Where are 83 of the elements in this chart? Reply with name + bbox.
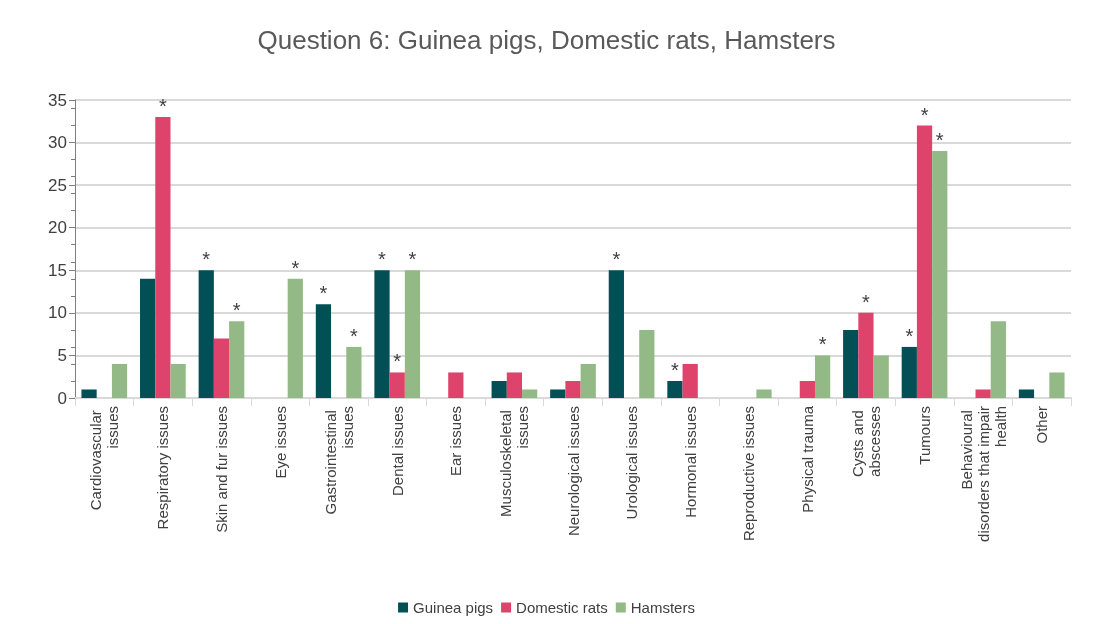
data-label: * <box>671 358 680 381</box>
data-label: * <box>232 299 241 322</box>
bar <box>1049 372 1065 398</box>
x-tick-label: Physical trauma <box>798 405 816 513</box>
bar <box>404 270 421 398</box>
bar <box>170 363 186 398</box>
x-tick-label: Urological issues <box>623 406 641 520</box>
data-label: * <box>158 95 167 118</box>
bar <box>198 270 214 398</box>
bar <box>858 312 874 398</box>
bar <box>111 363 128 398</box>
bar <box>213 338 230 398</box>
y-tick-label: 0 <box>57 388 67 408</box>
bar <box>81 389 97 398</box>
bar <box>565 380 581 398</box>
bar <box>756 389 772 398</box>
legend-label: Guinea pigs <box>413 599 494 616</box>
y-tick-label: 30 <box>48 133 67 153</box>
x-tick-label: Hormonal issues <box>681 406 699 518</box>
data-label: * <box>818 333 827 356</box>
x-tick-label: Musculoskeletal issues <box>497 406 532 517</box>
data-label: * <box>935 129 944 152</box>
legend-label: Hamsters <box>630 599 695 616</box>
legend-label: Domestic rats <box>516 599 608 616</box>
x-tick-label: Gastrointestinal issues <box>321 406 356 515</box>
bar <box>506 372 523 398</box>
y-tick-label: 10 <box>48 303 67 323</box>
bar <box>1018 389 1035 398</box>
data-label: * <box>349 324 358 347</box>
bar <box>229 321 245 398</box>
bar <box>608 270 624 398</box>
bar <box>873 355 889 398</box>
data-label: * <box>378 248 387 271</box>
x-tick-label: Dental issues <box>388 406 406 497</box>
bar <box>491 380 507 398</box>
bar <box>522 389 538 398</box>
y-tick-label: 15 <box>48 260 67 280</box>
bar <box>682 363 698 398</box>
bar <box>315 304 332 398</box>
data-label: * <box>393 350 402 373</box>
y-tick-label: 5 <box>57 345 67 365</box>
data-label: * <box>202 248 211 271</box>
data-label: * <box>319 282 328 305</box>
bar <box>389 372 405 398</box>
bar <box>287 278 303 398</box>
bar <box>916 125 933 398</box>
bar <box>799 380 815 398</box>
bar <box>814 355 831 398</box>
data-label: * <box>905 324 914 347</box>
x-tick-label: Ear issues <box>447 406 465 477</box>
bar <box>374 270 390 398</box>
data-label: * <box>862 290 871 313</box>
bar <box>580 363 596 398</box>
bar <box>667 380 683 398</box>
data-label: * <box>920 103 929 126</box>
x-tick-label: Behavioural disorders that impair health <box>957 406 1009 542</box>
bar <box>843 329 859 398</box>
bar <box>140 278 156 398</box>
data-label: * <box>291 256 300 279</box>
bar <box>901 346 917 398</box>
bar <box>346 346 362 398</box>
bar <box>932 151 948 398</box>
x-tick-label: Cysts and abscesses <box>848 406 883 477</box>
x-tick-label: Tumours <box>916 406 934 465</box>
x-tick-label: Cardiovascular issues <box>87 406 122 511</box>
x-tick-label: Neurological issues <box>564 406 582 537</box>
x-tick-label: Eye issues <box>271 406 289 479</box>
y-tick-label: 20 <box>48 218 67 238</box>
bar <box>639 329 655 398</box>
chart-title: Question 6: Guinea pigs, Domestic rats, Hamsters <box>257 25 836 55</box>
bar <box>550 389 566 398</box>
bar <box>448 372 464 398</box>
bar <box>155 117 171 398</box>
y-tick-label: 35 <box>48 90 67 110</box>
data-label: * <box>408 248 417 271</box>
x-tick-label: Skin and fur issues <box>212 406 230 533</box>
y-tick-label: 25 <box>48 175 67 195</box>
bar <box>990 321 1006 398</box>
data-label: * <box>612 248 621 271</box>
x-tick-label: Respiratory issues <box>154 406 172 530</box>
bar <box>975 389 991 398</box>
x-tick-label: Other <box>1033 406 1051 444</box>
x-tick-label: Reproductive issues <box>740 406 758 542</box>
